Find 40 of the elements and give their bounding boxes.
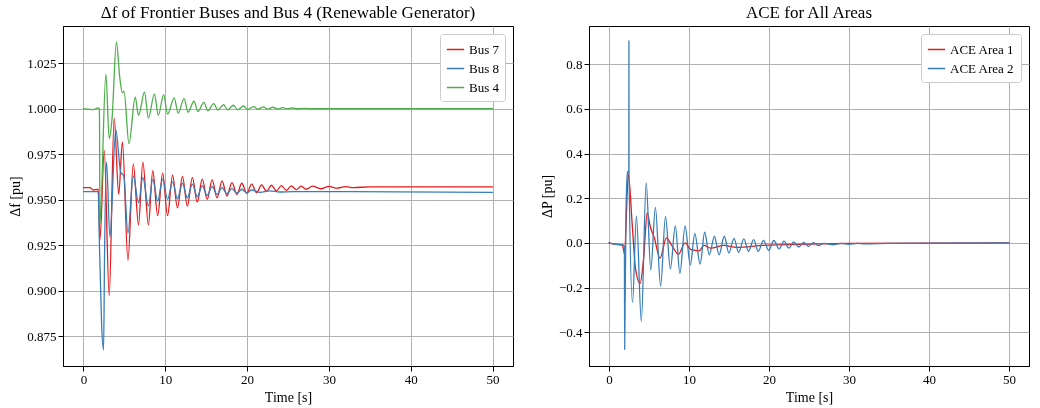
line-series [82, 129, 494, 351]
x-axis-title: Time [s] [785, 389, 834, 405]
x-tick-label: 30 [843, 371, 856, 387]
chart-title: ACE for All Areas [745, 3, 873, 22]
y-tick-label: 1.025 [27, 55, 57, 71]
y-tick-label: 0.0 [566, 235, 583, 251]
x-tick-label: 40 [923, 371, 936, 387]
x-tick-label: 0 [606, 371, 613, 387]
y-tick-label: 0.875 [27, 328, 57, 344]
line-series [82, 41, 494, 224]
y-axis-title: ΔP [pu] [539, 174, 555, 219]
y-tick-label: 0.975 [27, 146, 57, 162]
x-tick-label: 50 [486, 371, 500, 387]
x-tick-label: 10 [159, 371, 173, 387]
y-axis-title: Δf [pu] [8, 176, 24, 217]
x-tick-label: 50 [1003, 371, 1016, 387]
y-tick-label: 0.4 [566, 146, 583, 161]
y-tick-label: 0.925 [27, 237, 57, 253]
legend-label: Bus 8 [469, 60, 499, 76]
chart-title: Δf of Frontier Buses and Bus 4 (Renewable Generator) [100, 3, 476, 22]
y-tick-label: 1.000 [27, 101, 57, 117]
line-series [82, 117, 494, 297]
legend-label: ACE Area 1 [950, 41, 1014, 57]
legend-label: ACE Area 2 [950, 60, 1014, 76]
x-tick-label: 0 [80, 371, 88, 387]
x-tick-label: 30 [322, 371, 336, 387]
y-tick-label: 0.950 [27, 192, 57, 208]
x-axis-title: Time [s] [264, 389, 313, 405]
y-tick-label: −0.4 [558, 324, 583, 340]
y-tick-label: 0.2 [566, 190, 583, 206]
y-tick-label: 0.8 [566, 56, 583, 72]
x-tick-label: 10 [683, 371, 696, 387]
y-tick-label: 0.6 [566, 101, 583, 117]
y-tick-label: 0.900 [27, 283, 57, 299]
x-tick-label: 20 [241, 371, 255, 387]
x-tick-label: 20 [763, 371, 776, 387]
legend-label: Bus 4 [469, 79, 500, 95]
y-tick-label: −0.2 [558, 280, 583, 296]
legend-label: Bus 7 [469, 41, 500, 57]
x-tick-label: 40 [404, 371, 418, 387]
